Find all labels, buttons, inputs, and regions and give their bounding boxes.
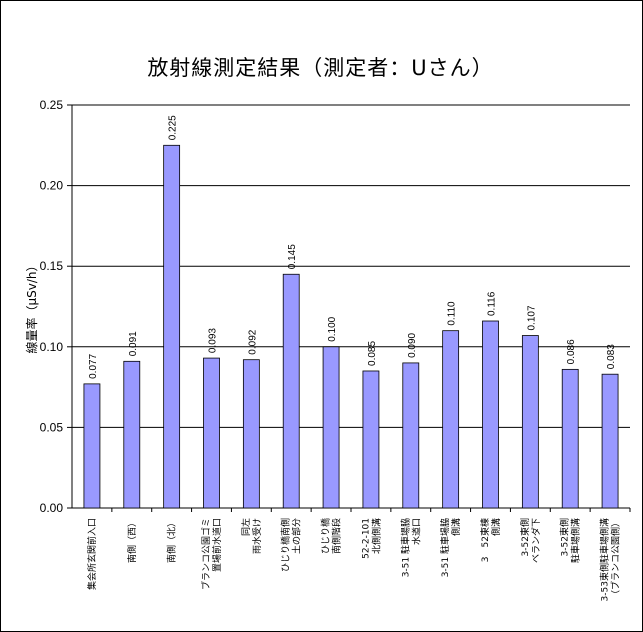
category-label: 側溝 bbox=[490, 518, 502, 536]
category-label: （ブランコ公園側） bbox=[610, 518, 622, 599]
category-label: 南側階段 bbox=[331, 518, 343, 554]
data-label: 0.145 bbox=[287, 244, 298, 269]
data-label: 0.086 bbox=[566, 339, 577, 364]
category-label: 集会所玄関前入口 bbox=[86, 518, 98, 590]
category-label: 駐車場側溝 bbox=[570, 518, 582, 563]
category-label: 3-51 駐車場脇 bbox=[439, 518, 451, 577]
y-axis-label: 線量率（μSv/h） bbox=[24, 259, 39, 353]
chart-title: 放射線測定結果（測定者：Uさん） bbox=[147, 56, 494, 80]
category-label: ひじり橋 bbox=[320, 518, 332, 554]
bar bbox=[561, 368, 579, 509]
data-label: 0.092 bbox=[247, 329, 258, 354]
category-label: 置場前水道口 bbox=[211, 518, 223, 572]
bar bbox=[242, 359, 260, 509]
data-label: 0.093 bbox=[208, 328, 219, 353]
y-tick-label: 0.00 bbox=[40, 501, 64, 515]
bar bbox=[83, 383, 101, 509]
bar bbox=[402, 362, 420, 509]
category-label: 南側（北） bbox=[166, 518, 178, 563]
data-label: 0.225 bbox=[168, 115, 179, 140]
bar bbox=[163, 144, 181, 509]
data-label: 0.083 bbox=[606, 344, 617, 369]
bar bbox=[203, 357, 220, 509]
data-label: 0.091 bbox=[128, 331, 139, 356]
category-label: 3-53東側駐車場側溝 bbox=[599, 518, 611, 601]
bar bbox=[362, 370, 380, 509]
category-label: 3-51 駐車場脇 bbox=[399, 518, 411, 577]
bar bbox=[521, 335, 539, 509]
category-label: 52-2-101 bbox=[361, 518, 371, 559]
data-label: 0.090 bbox=[407, 332, 418, 357]
data-label: 0.077 bbox=[88, 353, 99, 378]
category-label: 3 52東棟 bbox=[479, 518, 491, 562]
category-label: 土の部分 bbox=[291, 518, 303, 554]
bar bbox=[482, 320, 499, 509]
category-label: 雨水受け bbox=[251, 518, 263, 554]
category-label: ベランダ下 bbox=[530, 518, 542, 563]
y-tick-label: 0.05 bbox=[40, 420, 64, 434]
category-label: ブランコ公園ゴミ bbox=[200, 518, 212, 590]
category-label: 南側（西） bbox=[126, 518, 138, 563]
bar bbox=[442, 330, 460, 509]
bar bbox=[322, 346, 340, 509]
category-label: 3-52東側 bbox=[559, 518, 571, 556]
data-label: 0.100 bbox=[327, 316, 338, 341]
bar bbox=[282, 273, 300, 509]
y-tick-label: 0.15 bbox=[40, 259, 64, 273]
y-tick-label: 0.10 bbox=[40, 340, 64, 354]
category-label: 北側側溝 bbox=[370, 518, 382, 554]
data-label: 0.116 bbox=[487, 291, 498, 316]
data-label: 0.110 bbox=[447, 301, 458, 326]
y-tick-label: 0.20 bbox=[40, 179, 64, 193]
category-label: 3-52東側 bbox=[519, 518, 531, 556]
data-label: 0.107 bbox=[526, 305, 537, 330]
data-label: 0.085 bbox=[367, 341, 378, 366]
bar bbox=[601, 373, 619, 509]
category-label: 側溝 bbox=[450, 518, 462, 536]
category-label: 水道口 bbox=[410, 518, 422, 545]
bar bbox=[123, 360, 141, 509]
y-tick-label: 0.25 bbox=[40, 98, 64, 112]
category-label: 同左 bbox=[240, 518, 252, 536]
category-label: ひじり橋南側 bbox=[280, 518, 292, 572]
